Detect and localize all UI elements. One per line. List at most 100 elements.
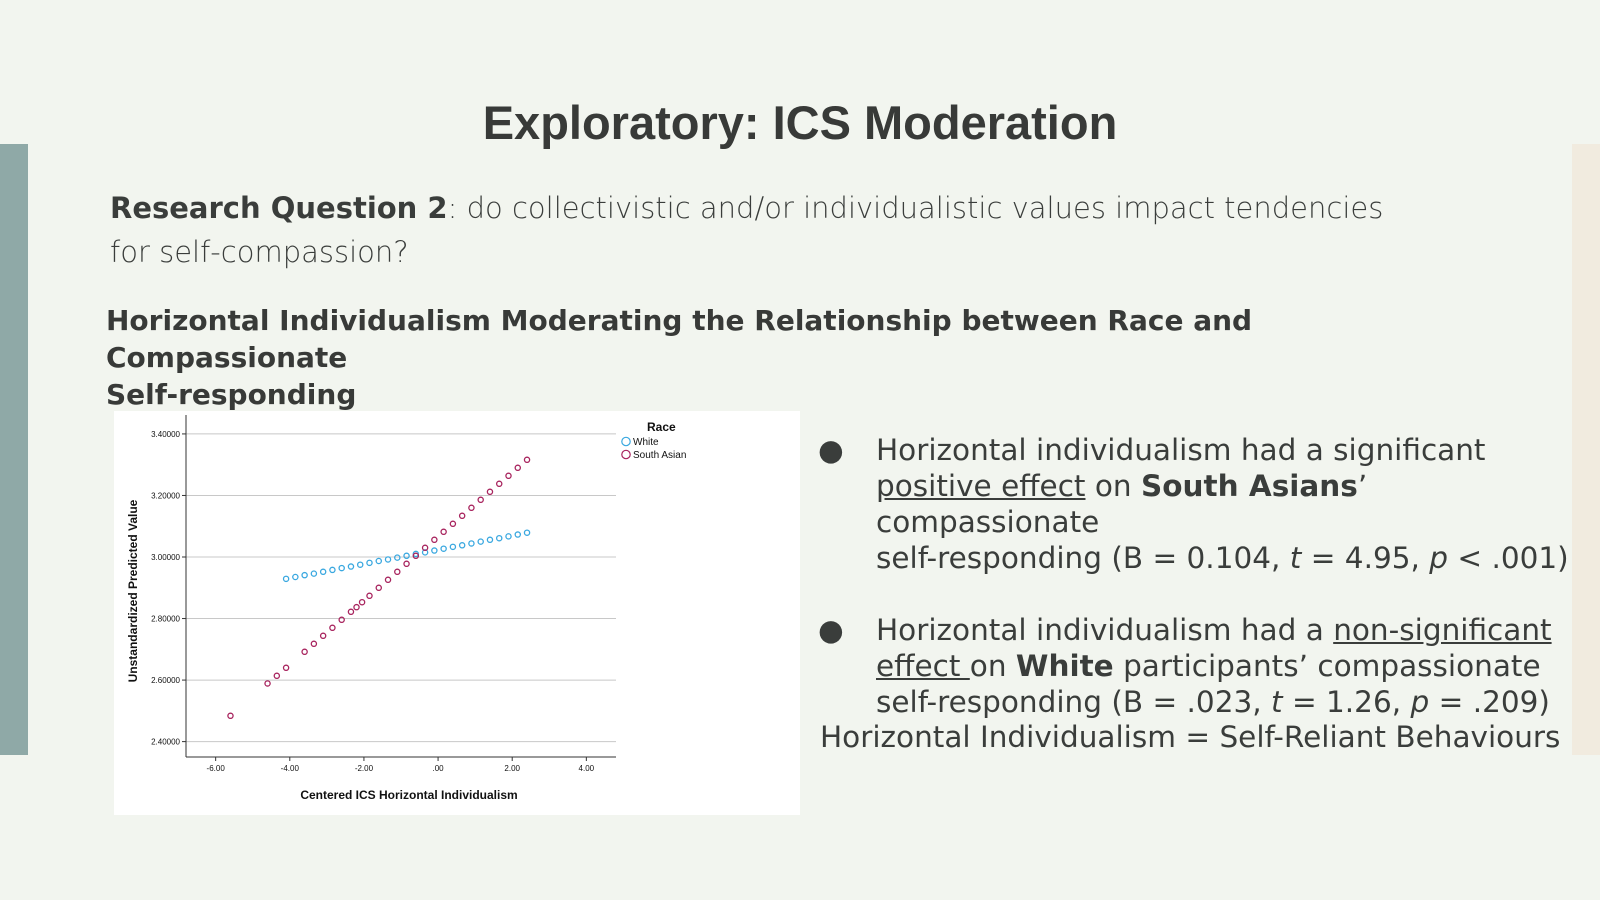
legend-title: Race [647, 420, 676, 434]
point-white [458, 542, 466, 549]
point-south-asian [358, 598, 366, 606]
point-south-asian [301, 648, 308, 656]
point-white [282, 575, 290, 583]
figure-title: Horizontal Individualism Moderating the … [106, 302, 1426, 413]
y-tick-label: 3.40000 [151, 430, 180, 439]
point-south-asian [449, 520, 457, 528]
finding-1-line2: positive effect on South Asians’ compass… [876, 468, 1578, 540]
x-tick-label: -6.00 [207, 764, 226, 773]
finding-1-text: ’ compassionate [876, 469, 1368, 539]
finding-1-text: on [1085, 469, 1141, 503]
finding-1-stat: < .001) [1447, 541, 1569, 575]
finding-2-stat-t: t [1270, 685, 1283, 719]
point-south-asian [375, 584, 383, 592]
y-tick-label: 3.00000 [151, 553, 180, 562]
point-white [523, 529, 531, 536]
research-question-text-1: : do collectivistic and/or individualist… [447, 191, 1384, 225]
point-white [514, 531, 522, 538]
findings-list: ● Horizontal individualism had a signifi… [818, 432, 1578, 756]
point-south-asian [273, 672, 281, 680]
finding-1-stat-p: p [1429, 541, 1448, 575]
point-south-asian [403, 560, 410, 568]
finding-2-underlined: effect [876, 649, 970, 683]
point-white [347, 563, 355, 570]
point-white [477, 538, 484, 545]
point-south-asian [468, 504, 475, 512]
point-white [431, 547, 438, 554]
finding-2-line2: effect on White participants’ compassion… [876, 648, 1578, 684]
research-question-line1: Research Question 2: do collectivistic a… [110, 186, 1410, 230]
finding-2-stat-p: p [1410, 685, 1430, 719]
y-tick-label: 2.80000 [151, 615, 180, 624]
finding-2-stat: = .209) [1429, 685, 1550, 719]
legend-label-south-asian: South Asian [633, 450, 686, 461]
point-south-asian [366, 592, 373, 600]
point-white [384, 556, 392, 563]
point-south-asian [505, 472, 512, 480]
point-white [505, 533, 512, 540]
point-white [449, 543, 457, 551]
finding-2-underlined: non-significant [1333, 613, 1552, 647]
finding-1-stat: = 4.95, [1301, 541, 1430, 575]
research-question: Research Question 2: do collectivistic a… [110, 186, 1410, 274]
right-accent-bar [1572, 144, 1600, 755]
x-tick-label: 4.00 [579, 764, 595, 773]
left-accent-bar [0, 144, 28, 755]
x-tick-label: -2.00 [355, 764, 374, 773]
point-white [495, 534, 503, 542]
finding-2-stat: = 1.26, [1282, 685, 1411, 719]
point-south-asian [264, 680, 271, 687]
point-white [366, 559, 373, 567]
point-white [338, 564, 345, 572]
y-tick-label: 2.60000 [151, 676, 180, 685]
legend-layer: White South Asian [621, 436, 686, 461]
legend-swatch-white [621, 436, 631, 447]
research-question-text-2: for self-compassion? [110, 235, 409, 269]
finding-2-line1: Horizontal individualism had a non-signi… [876, 612, 1578, 648]
moderation-scatter-chart: 2.40000 2.60000 2.80000 3.00000 3.20000 3.400… [126, 415, 686, 802]
x-axis-label: Centered ICS Horizontal Individualism [300, 788, 517, 802]
point-white [319, 568, 327, 576]
finding-1-line1: Horizontal individualism had a significa… [876, 433, 1486, 467]
point-south-asian [347, 608, 355, 616]
point-south-asian [514, 464, 522, 472]
finding-1-group: South Asians [1141, 469, 1358, 503]
figure-title-line2: Self-responding [106, 378, 357, 411]
point-south-asian [310, 640, 318, 648]
chart-panel: 2.40000 2.60000 2.80000 3.00000 3.20000 3.400… [114, 411, 800, 815]
point-white [301, 571, 308, 579]
marks-layer [227, 456, 531, 720]
finding-2-group: White [1015, 649, 1114, 683]
point-south-asian [329, 624, 336, 632]
research-question-label: Research Question 2 [110, 191, 448, 225]
point-white [310, 570, 318, 577]
point-white [356, 561, 364, 568]
point-white [468, 540, 475, 547]
point-south-asian [431, 536, 438, 544]
bullet-dot: ● [818, 433, 844, 467]
point-south-asian [282, 664, 290, 672]
point-south-asian [458, 512, 466, 520]
point-south-asian [412, 552, 420, 560]
finding-south-asian: ● Horizontal individualism had a signifi… [818, 432, 1578, 576]
axis-layer: 2.40000 2.60000 2.80000 3.00000 3.20000 3.400… [151, 415, 616, 773]
point-south-asian [440, 528, 447, 536]
finding-2-text: Horizontal individualism had a [876, 613, 1334, 647]
point-south-asian [384, 576, 392, 584]
point-south-asian [495, 480, 503, 488]
grid-layer [186, 433, 616, 743]
slide-title: Exploratory: ICS Moderation [482, 96, 1118, 149]
legend-swatch-south-asian [621, 449, 631, 460]
finding-1-stat-t: t [1289, 541, 1302, 575]
y-axis-label: Unstandardized Predicted Value [126, 499, 140, 682]
point-white [403, 552, 410, 560]
point-south-asian [477, 496, 484, 504]
point-south-asian [319, 632, 327, 640]
definition-note: Horizontal Individualism = Self-Reliant … [820, 720, 1561, 754]
x-tick-label: .00 [433, 764, 445, 773]
figure-title-line1: Horizontal Individualism Moderating the … [106, 304, 1253, 374]
x-tick-label: -4.00 [281, 764, 300, 773]
finding-1-stat: self-responding (B = 0.104, [876, 541, 1290, 575]
finding-2-line3: self-responding (B = .023, t = 1.26, p =… [876, 684, 1578, 720]
finding-2-text: participants’ compassionate [1113, 649, 1541, 683]
